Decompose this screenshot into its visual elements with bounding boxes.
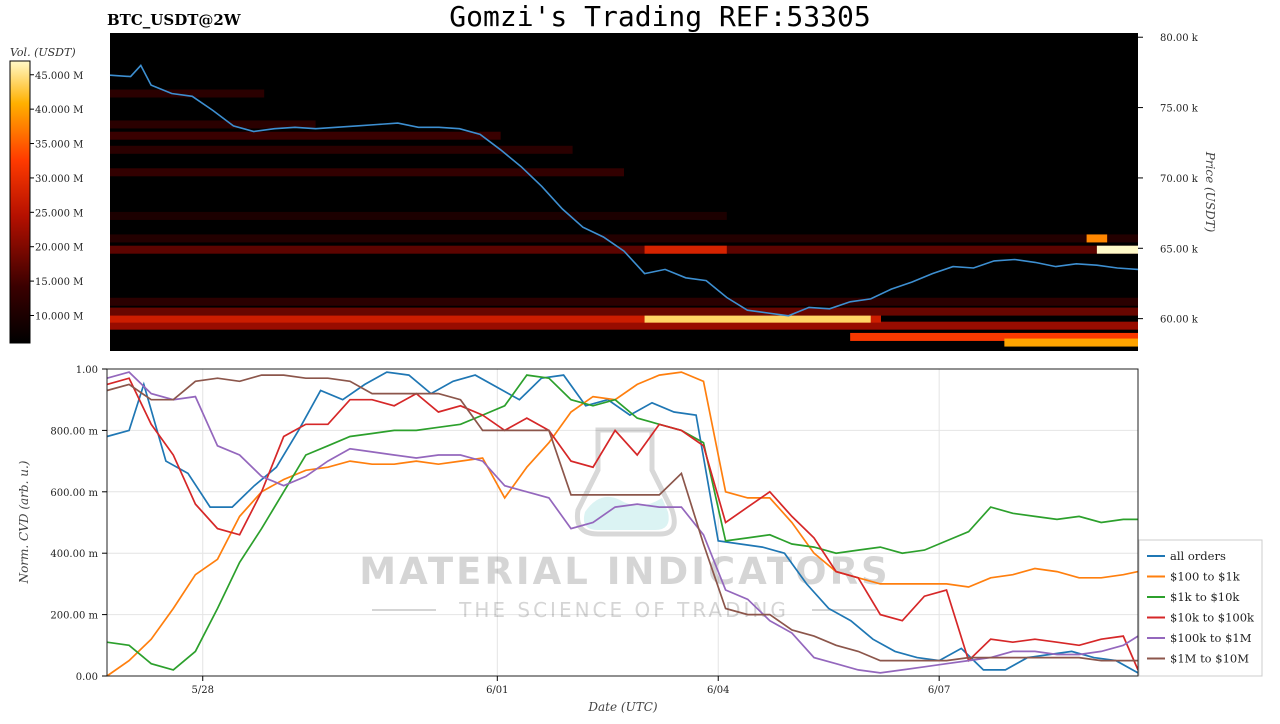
legend-label: $10k to $100k: [1170, 611, 1255, 625]
watermark-line2: THE SCIENCE OF TRADING: [458, 598, 789, 622]
price-tick-label: 60.00 k: [1160, 315, 1199, 326]
y-tick-label: 600.00 m: [50, 488, 98, 499]
chart-title: Gomzi's Trading REF:53305: [449, 0, 870, 33]
cvd-plot-area: [107, 369, 1138, 676]
colorbar-tick-label: 45.000 M: [35, 71, 83, 82]
price-axis-label: Price (USDT): [1203, 151, 1217, 233]
colorbar-tick-label: 10.000 M: [35, 311, 83, 322]
colorbar-label: Vol. (USDT): [10, 46, 76, 59]
y-tick-label: 800.00 m: [50, 426, 98, 437]
liquidity-band: [110, 297, 1138, 306]
y-tick-label: 1.00: [76, 365, 98, 376]
heatmap-panel: 60.00 k 65.00 k 70.00 k 75.00 k 80.00 k Pric…: [109, 33, 1217, 351]
series-line-all_orders: [106, 371, 1139, 674]
x-tick-label: 5/28: [192, 685, 214, 696]
liquidity-band: [110, 234, 1138, 243]
symbol-label: BTC_USDT@2W: [107, 11, 242, 29]
liquidity-band: [110, 168, 624, 177]
price-tick-label: 80.00 k: [1160, 33, 1199, 44]
price-tick-label: 70.00 k: [1160, 174, 1199, 185]
legend-label: $1k to $10k: [1170, 590, 1240, 604]
liquidity-band: [110, 89, 265, 98]
cvd-plot-frame: [106, 368, 1139, 677]
series-line-1m_10m: [106, 374, 1138, 662]
colorbar-tick-label: 15.000 M: [35, 277, 83, 288]
series-line-1k_10k: [106, 374, 1138, 671]
liquidity-band: [850, 332, 1138, 341]
x-tick-label: 6/01: [486, 685, 508, 696]
y-tick-label: 0.00: [76, 672, 98, 683]
colorbar-tick-label: 35.000 M: [35, 140, 83, 151]
y-tick-label: 400.00 m: [50, 549, 98, 560]
liquidity-band: [110, 314, 881, 323]
y-axis-label: Norm. CVD (arb. u.): [17, 460, 31, 584]
legend-label: $1M to $10M: [1170, 652, 1249, 666]
liquidity-band: [644, 314, 871, 323]
colorbar-gradient: [9, 60, 31, 344]
price-tick-label: 65.00 k: [1160, 244, 1199, 255]
liquidity-band: [110, 145, 573, 154]
legend: all orders $100 to $1k $1k to $10k $10k to …: [1138, 539, 1263, 677]
liquidity-band: [110, 321, 1138, 330]
flask-icon: [574, 427, 677, 537]
liquidity-band: [110, 131, 501, 140]
colorbar-tick-label: 40.000 M: [35, 105, 83, 116]
series-line-100k_1m: [106, 371, 1139, 674]
liquidity-band: [110, 120, 316, 129]
liquidity-band: [110, 245, 1138, 254]
series-line-100_1k: [106, 371, 1139, 677]
liquidity-band: [1004, 338, 1138, 347]
liquidity-band: [1096, 245, 1138, 254]
price-line: [109, 64, 1139, 317]
y-tick-label: 200.00 m: [50, 611, 98, 622]
colorbar-tick-label: 25.000 M: [35, 208, 83, 219]
colorbar-tick-label: 30.000 M: [35, 174, 83, 185]
legend-label: all orders: [1170, 549, 1226, 563]
watermark-line1: MATERIAL INDICATORS: [359, 550, 890, 593]
legend-label: $100 to $1k: [1170, 570, 1241, 584]
legend-box: [1138, 539, 1263, 677]
cvd-panel: MATERIAL INDICATORS THE SCIENCE OF TRADI…: [17, 365, 1139, 714]
colorbar-tick-label: 20.000 M: [35, 243, 83, 254]
colorbar: Vol. (USDT) 10.000 M 15.000 M 20.000 M 25.0…: [9, 46, 83, 344]
x-tick-label: 6/04: [707, 685, 729, 696]
liquidity-band: [110, 307, 1138, 316]
liquidity-band: [1086, 234, 1108, 243]
legend-label: $100k to $1M: [1170, 631, 1252, 645]
price-tick-label: 75.00 k: [1160, 104, 1199, 115]
liquidity-band: [110, 211, 727, 220]
liquidity-band: [644, 245, 727, 254]
x-axis-label: Date (UTC): [587, 700, 657, 714]
x-tick-label: 6/07: [928, 685, 950, 696]
